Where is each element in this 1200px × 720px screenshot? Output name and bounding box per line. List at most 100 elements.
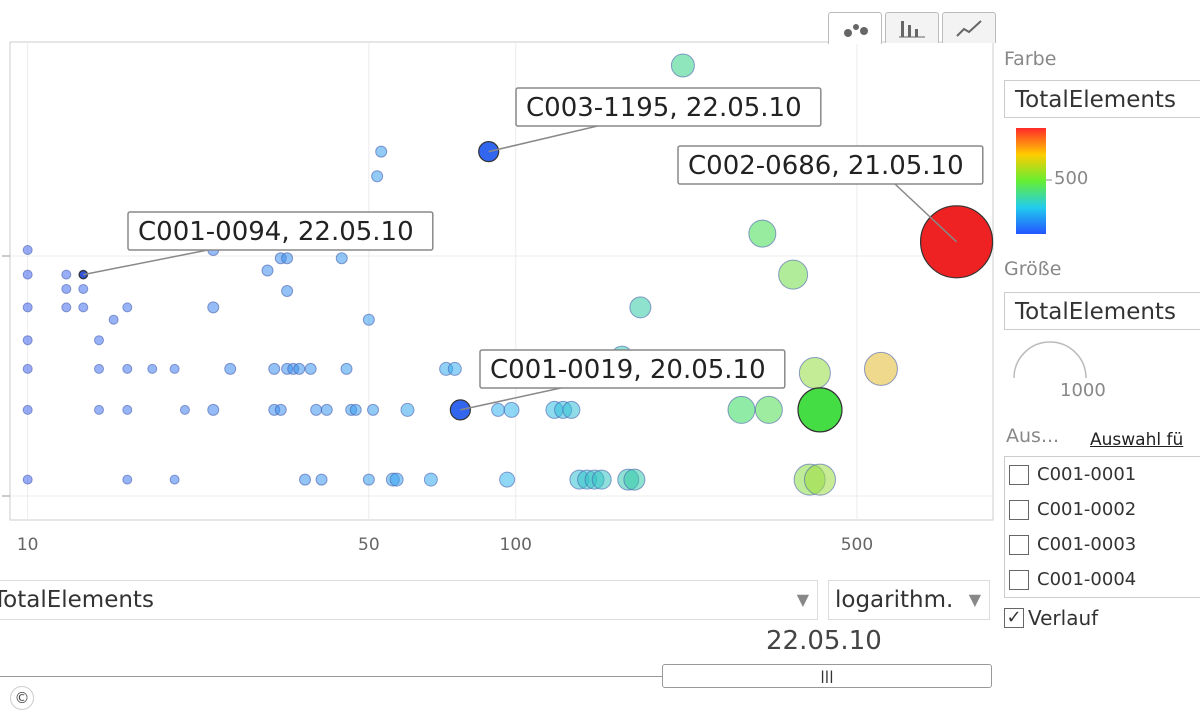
point-label-box [479,349,786,389]
label-leader [460,385,571,411]
size-legend-arc [1013,341,1087,379]
selection-label: Aus... [1006,425,1060,447]
list-item[interactable]: C001-0003 [1005,527,1200,562]
copyright-icon: © [10,686,34,710]
data-point [224,362,237,375]
data-point [299,473,312,486]
tab-line-chart[interactable] [942,12,996,43]
data-point [748,219,777,248]
data-point [94,404,105,415]
data-point [798,357,831,389]
color-label: Farbe [1004,48,1057,70]
data-point [629,296,652,319]
data-point [22,335,33,346]
data-point [179,404,190,415]
point-label: C001-0019, 20.05.10 [490,355,766,385]
highlighted-point [797,387,843,433]
checkbox[interactable] [1009,569,1029,590]
data-point [447,361,462,376]
data-point [754,395,783,424]
data-point [274,403,287,416]
point-label: C002-0686, 21.05.10 [688,151,964,181]
data-point [375,145,388,158]
size-metric-select[interactable]: TotalElements [1004,292,1200,330]
data-point [778,259,809,290]
data-point [122,404,133,415]
data-point [335,252,348,265]
point-label-box [127,211,434,251]
data-point [22,269,33,280]
bar-chart-icon [899,21,925,38]
trail-toggle[interactable]: ✓ Verlauf [1004,606,1098,630]
data-point [281,285,294,297]
data-point [22,245,33,255]
data-point [169,474,180,485]
entity-list: C001-0001 C001-0002 C001-0003 C001-0004 [1004,456,1200,598]
label-leader [488,123,607,153]
data-point [591,469,612,490]
data-point [670,53,695,78]
label-leader [892,181,958,243]
chart-type-tabs [828,12,999,44]
data-point [423,472,438,487]
list-item[interactable]: C001-0001 [1005,457,1200,492]
data-point [261,264,274,277]
tab-bubble-chart[interactable] [828,12,882,44]
data-point [22,363,33,374]
selection-link[interactable]: Auswahl fü [1090,430,1184,450]
bubble-chart-icon [844,23,868,37]
data-point [562,400,581,419]
data-point [147,363,158,374]
time-slider-track[interactable] [0,676,662,677]
data-point [94,335,105,346]
checkbox[interactable] [1009,464,1029,485]
dropdown-arrow-icon: ▼ [968,590,981,609]
point-label-box [677,145,984,185]
data-point [320,403,333,416]
data-point [499,471,516,488]
data-point [122,474,133,485]
x-tick-label: 50 [358,535,380,555]
data-point [22,404,33,415]
data-point [503,401,520,418]
data-point [169,363,180,374]
scatter-plot[interactable]: 10 50 100 500 C003-1195, 22.05.10 C002-0686, … [0,0,1000,560]
size-label: Größe [1004,258,1062,280]
data-point [863,351,898,386]
data-point [340,362,353,375]
x-tick-label: 500 [841,535,873,555]
data-point [389,472,404,487]
data-point [803,463,836,496]
x-tick-label: 10 [17,535,39,555]
point-label: C001-0094, 22.05.10 [138,217,414,247]
data-point [22,302,33,313]
data-point [122,302,133,313]
tab-bar-chart[interactable] [885,12,939,43]
data-point [122,363,133,374]
line-chart-icon [956,20,982,37]
data-point [94,363,105,374]
data-point [22,474,33,485]
data-point [293,362,306,375]
list-item[interactable]: C001-0002 [1005,492,1200,527]
dropdown-arrow-icon: ▼ [796,590,809,609]
data-point [362,473,375,486]
data-point [623,468,646,491]
data-point [207,301,220,314]
checkbox[interactable] [1009,499,1029,520]
color-metric-select[interactable]: TotalElements [1004,80,1200,118]
x-axis-metric-select[interactable]: TotalElements ▼ [0,580,818,620]
time-slider-thumb[interactable]: ||| [662,664,992,688]
list-item[interactable]: C001-0004 [1005,562,1200,597]
point-label-box [515,87,822,127]
data-point [78,302,89,313]
scale-select[interactable]: logarithm. ▼ [828,580,990,620]
data-point [268,362,281,375]
trail-checkbox[interactable]: ✓ [1004,608,1024,628]
data-point [78,283,89,294]
data-point [207,403,220,416]
data-point [349,403,362,416]
data-point [108,314,119,325]
checkbox[interactable] [1009,534,1029,555]
data-point [362,313,375,326]
